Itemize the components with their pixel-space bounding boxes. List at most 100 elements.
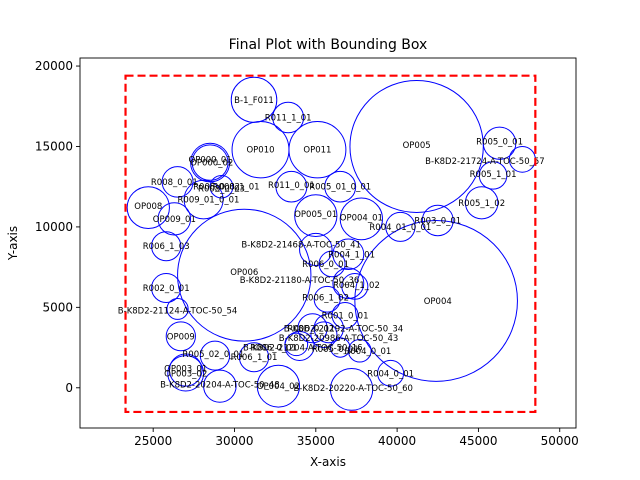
circle-19 [421,204,454,237]
circle-21 [385,211,416,242]
circle-49 [377,359,405,387]
circle-label-45: R006_1_01 [231,353,278,363]
circle-47 [256,364,301,408]
circle-label-37: R006_0_02 [287,324,334,334]
circle-10 [161,166,194,198]
circle-5 [482,126,517,160]
circle-label-20: OP004_01 [340,213,383,223]
y-axis-label: Y-axis [6,226,20,261]
circle-label-25: B-K8D2-21468-A-TOC-50_41 [241,241,361,251]
circle-label-48: B-K8D2-20204-A-TOC-50_48 [160,381,280,391]
y-tick-label-5000: 5000 [42,300,73,314]
circle-label-9: R005_1_01 [470,170,517,180]
circle-label-33: R006_1_02 [302,294,349,304]
circle-4 [231,121,290,179]
circle-35 [297,313,328,344]
circle-34 [313,313,344,344]
circle-label-12: R008_0_03 [198,184,245,194]
circle-label-18: OP008 [134,202,162,212]
circle-label-19: OP005_01 [294,210,337,220]
y-tick-label-10000: 10000 [35,220,73,234]
circle-label-26: R004_1_01 [328,250,375,260]
circle-label-21: R003_0_01 [414,216,461,226]
x-axis-ticks: 25000 30000 35000 40000 45000 50000 [134,428,579,448]
circle-label-15: R005_01_0_01 [309,183,371,193]
circle-label-49: OP004_02 [257,382,300,392]
circle-label-51: R004_0_01 [367,369,414,379]
axes-frame [79,57,577,429]
circles-layer [126,76,536,411]
circle-1 [272,101,305,134]
x-tick-label-35000: 35000 [297,434,335,448]
circle-label-36: B-K8D2-21192-A-TOC-50_34 [284,324,404,334]
circle-25 [177,208,312,342]
circle-label-8: OP000_02 [190,159,233,169]
circle-44 [168,353,203,387]
circle-label-35: R001_0_01 [322,311,369,321]
circle-24 [332,238,365,271]
circle-label-29: B-K8D2-21180-A-TOC-50_36 [240,276,360,286]
circle-12 [275,170,308,203]
circle-label-7: OP000_01 [189,155,232,165]
x-tick-label-30000: 30000 [215,434,253,448]
circle-label-47: OP003_02 [164,369,207,379]
circle-label-5: R005_0_01 [476,138,523,148]
circle-42 [199,340,231,371]
circle-30 [151,273,182,304]
circle-label-46: OP003_01 [164,364,207,374]
circle-9 [478,161,508,190]
circle-26 [318,250,346,278]
circle-39 [284,330,315,361]
circle-40 [329,337,351,358]
circle-label-23: R004_01_0_01 [369,223,431,233]
circle-7 [190,142,231,183]
x-tick-label-45000: 45000 [459,434,497,448]
circle-18 [339,197,383,241]
x-tick-label-25000: 25000 [134,434,172,448]
circle-27 [332,267,365,300]
circle-20 [157,202,192,236]
y-axis-ticks: 0 5000 10000 15000 20000 [35,59,80,395]
circle-label-10: R008_0_01 [151,178,198,188]
circle-label-13: R008_1_01 [213,183,260,193]
circle-41 [347,339,372,363]
y-tick-label-15000: 15000 [35,139,73,153]
circle-label-24: R006_1_03 [143,242,190,252]
circle-label-17: R009_01_0_01 [178,196,240,206]
circle-32 [166,298,189,320]
x-tick-label-50000: 50000 [541,434,579,448]
circle-23 [299,232,333,267]
circle-17 [294,194,338,238]
circle-15 [183,179,224,220]
circle-46 [203,369,237,403]
circle-33 [331,302,359,329]
circle-label-22: OP009_01 [153,215,196,225]
circle-29 [354,219,518,382]
circle-48 [329,367,374,411]
circle-label-2: OP005 [403,141,431,151]
circle-label-44: R005_02_0_01 [182,350,244,360]
y-tick-label-20000: 20000 [35,59,73,73]
circle-31 [313,285,341,313]
circle-label-31: OP004 [424,297,452,307]
circle-label-30: R004_1_02 [333,281,380,291]
circle-label-50: B-K8D2-20220-A-TOC-50_60 [293,384,413,394]
circle-label-11: R008_0_02 [193,183,240,193]
circle-label-0: B-1_F011 [234,96,274,106]
y-tick-label-0: 0 [65,381,73,395]
x-axis-label: X-axis [310,455,346,469]
circle-8 [191,144,229,181]
circle-label-28: R006_0_01 [302,260,349,270]
labels-layer: B-1_F011 R011_1_01 OP005 OP011 OP010 R005_0_0… [118,96,545,394]
circle-11 [209,174,234,199]
circle-label-3: OP011 [303,146,331,156]
circle-label-32: R002_0_01 [143,284,190,294]
circle-label-39: B-K8D2-20986-A-TOC-50_43 [279,334,399,344]
circle-13 [324,170,357,203]
circle-14 [464,186,499,220]
circle-label-34: B-K8D2-21124-A-TOC-50_54 [118,307,238,317]
circle-label-6: B-K8D2-21724-A-TOC-50_57 [425,157,545,167]
circle-label-4: OP010 [246,146,274,156]
